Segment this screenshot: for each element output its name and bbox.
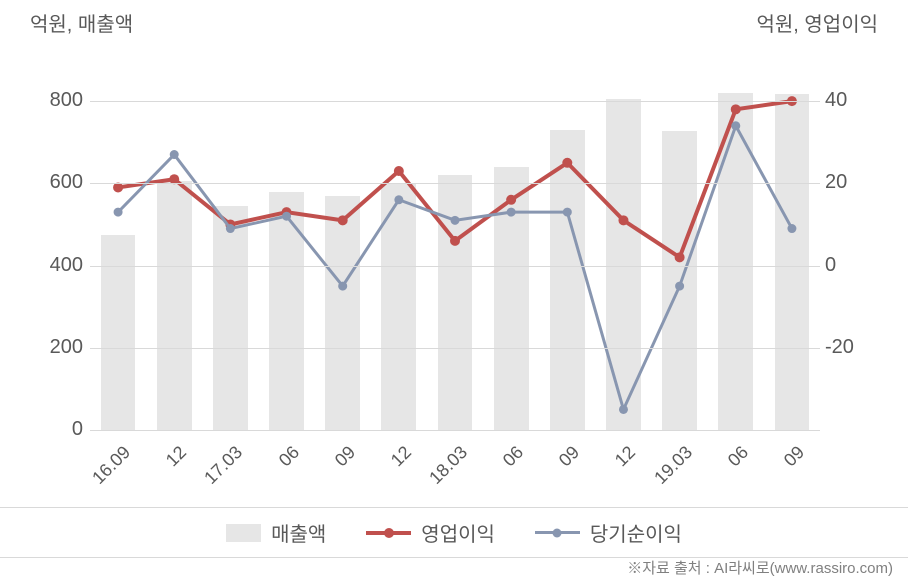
gridline (90, 101, 820, 102)
gridline (90, 430, 820, 431)
legend-bar-label: 매출액 (271, 518, 326, 547)
series-marker (675, 252, 685, 262)
legend-line2-label: 당기순이익 (590, 518, 682, 547)
series-marker (507, 208, 516, 217)
series-marker (675, 282, 684, 291)
series-marker (394, 166, 404, 176)
y1-axis-label: 억원, 매출액 (30, 8, 133, 37)
legend-line1-label: 영업이익 (421, 518, 495, 547)
y2-tick: 40 (825, 89, 895, 112)
series-marker (787, 224, 796, 233)
series-marker (562, 158, 572, 168)
series-marker (338, 215, 348, 225)
series-marker (731, 104, 741, 114)
y1-tick: 200 (13, 336, 83, 359)
series-marker (731, 121, 740, 130)
series-marker (450, 236, 460, 246)
series-line (118, 126, 792, 410)
legend-line1-swatch (366, 531, 411, 535)
series-marker (618, 215, 628, 225)
series-marker (451, 216, 460, 225)
footnote: ※자료 출처 : AI라씨로(www.rassiro.com) (627, 557, 893, 578)
series-line (118, 101, 792, 257)
y1-tick: 400 (13, 254, 83, 277)
legend-item-line2: 당기순이익 (535, 518, 682, 547)
series-marker (619, 405, 628, 414)
legend-item-bars: 매출액 (226, 518, 326, 547)
y1-tick: 800 (13, 89, 83, 112)
y2-tick: -20 (825, 336, 895, 359)
series-marker (563, 208, 572, 217)
series-marker (338, 282, 347, 291)
plot-area (90, 60, 820, 430)
series-marker (282, 212, 291, 221)
gridline (90, 348, 820, 349)
y1-tick: 600 (13, 171, 83, 194)
gridline (90, 266, 820, 267)
legend-bar-swatch (226, 524, 261, 542)
y2-tick: 20 (825, 171, 895, 194)
y2-axis-label: 억원, 영업이익 (756, 8, 878, 37)
series-marker (506, 195, 516, 205)
legend-line1-marker (384, 528, 394, 538)
y2-tick: 0 (825, 254, 895, 277)
legend-line2-marker (553, 528, 562, 537)
series-marker (114, 208, 123, 217)
gridline (90, 183, 820, 184)
chart-container: 억원, 매출액 억원, 영업이익 매출액 영업이익 당기순이익 ※자료 출처 :… (0, 0, 908, 580)
series-marker (394, 195, 403, 204)
legend-line2-swatch (535, 531, 580, 534)
series-marker (226, 224, 235, 233)
legend: 매출액 영업이익 당기순이익 (0, 507, 908, 558)
legend-item-line1: 영업이익 (366, 518, 495, 547)
y1-tick: 0 (13, 418, 83, 441)
series-marker (170, 150, 179, 159)
line-layer (90, 60, 820, 430)
